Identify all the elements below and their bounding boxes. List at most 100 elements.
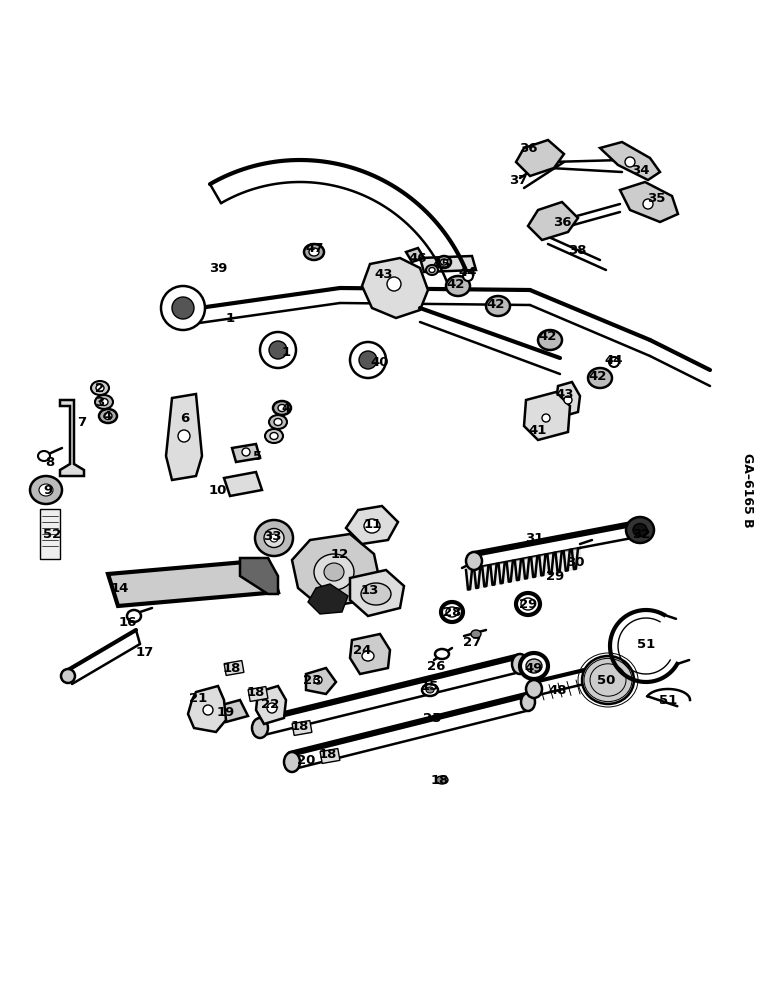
Text: 44: 44 xyxy=(459,265,477,278)
Polygon shape xyxy=(620,182,678,222)
Ellipse shape xyxy=(437,256,451,268)
Text: 42: 42 xyxy=(589,369,608,382)
Ellipse shape xyxy=(269,341,287,359)
Ellipse shape xyxy=(314,676,322,684)
Text: 1: 1 xyxy=(225,312,235,324)
Text: 4: 4 xyxy=(281,401,290,414)
Ellipse shape xyxy=(463,271,473,281)
Polygon shape xyxy=(600,142,660,180)
Ellipse shape xyxy=(426,265,438,275)
Text: 44: 44 xyxy=(604,354,623,366)
Text: 20: 20 xyxy=(296,754,315,766)
Ellipse shape xyxy=(526,659,542,673)
Text: 52: 52 xyxy=(43,528,61,540)
Text: 21: 21 xyxy=(189,692,207,704)
Ellipse shape xyxy=(269,415,287,429)
Text: 39: 39 xyxy=(208,261,227,274)
Text: 24: 24 xyxy=(353,644,371,656)
Text: 2: 2 xyxy=(96,381,104,394)
Polygon shape xyxy=(292,534,380,608)
Polygon shape xyxy=(60,400,84,476)
Text: 30: 30 xyxy=(566,556,584,568)
Ellipse shape xyxy=(274,418,282,426)
Text: 5: 5 xyxy=(253,450,262,462)
Ellipse shape xyxy=(588,368,612,388)
Text: 29: 29 xyxy=(519,597,537,610)
Text: 33: 33 xyxy=(262,530,281,542)
Ellipse shape xyxy=(91,381,109,395)
Ellipse shape xyxy=(422,684,438,696)
Polygon shape xyxy=(218,700,248,722)
Ellipse shape xyxy=(446,607,458,617)
Ellipse shape xyxy=(441,602,463,622)
Text: 49: 49 xyxy=(525,662,543,674)
Ellipse shape xyxy=(178,430,190,442)
Text: 38: 38 xyxy=(567,243,586,256)
Text: 34: 34 xyxy=(631,163,649,176)
Ellipse shape xyxy=(95,395,113,409)
Ellipse shape xyxy=(441,259,448,265)
Polygon shape xyxy=(406,248,424,262)
Text: 36: 36 xyxy=(553,216,571,229)
Polygon shape xyxy=(232,444,260,462)
Ellipse shape xyxy=(270,534,278,542)
Bar xyxy=(40,509,60,559)
Text: 43: 43 xyxy=(556,387,574,400)
Text: 18: 18 xyxy=(431,774,449,786)
Ellipse shape xyxy=(304,244,324,260)
Ellipse shape xyxy=(538,330,562,350)
Ellipse shape xyxy=(61,669,75,683)
Ellipse shape xyxy=(172,297,194,319)
Text: 14: 14 xyxy=(111,582,129,594)
Ellipse shape xyxy=(314,554,354,590)
Ellipse shape xyxy=(542,414,550,422)
Ellipse shape xyxy=(633,524,647,536)
Ellipse shape xyxy=(521,598,535,610)
Text: 31: 31 xyxy=(525,532,543,544)
Ellipse shape xyxy=(264,528,284,548)
Text: 35: 35 xyxy=(647,192,665,205)
Polygon shape xyxy=(524,392,570,440)
Ellipse shape xyxy=(516,593,540,615)
Polygon shape xyxy=(308,584,348,614)
Bar xyxy=(224,661,244,675)
Text: 18: 18 xyxy=(319,748,337,760)
Ellipse shape xyxy=(446,276,470,296)
Bar xyxy=(292,721,312,735)
Text: 3: 3 xyxy=(96,395,105,408)
Polygon shape xyxy=(556,382,580,416)
Text: 42: 42 xyxy=(487,298,505,310)
Polygon shape xyxy=(350,570,404,616)
Ellipse shape xyxy=(361,583,391,605)
Bar xyxy=(248,687,268,701)
Text: 26: 26 xyxy=(427,660,445,672)
Text: 10: 10 xyxy=(208,484,227,496)
Ellipse shape xyxy=(100,398,108,406)
Ellipse shape xyxy=(104,412,112,420)
Polygon shape xyxy=(362,258,428,318)
Ellipse shape xyxy=(242,448,250,456)
Text: 42: 42 xyxy=(539,330,557,342)
Ellipse shape xyxy=(260,332,296,368)
Text: 8: 8 xyxy=(46,456,55,468)
Ellipse shape xyxy=(278,404,286,412)
Text: 51: 51 xyxy=(637,638,655,650)
Polygon shape xyxy=(306,668,336,694)
Text: 4: 4 xyxy=(103,410,112,422)
Text: 11: 11 xyxy=(364,518,382,530)
Ellipse shape xyxy=(350,342,386,378)
Polygon shape xyxy=(240,558,278,594)
Ellipse shape xyxy=(466,552,482,570)
Polygon shape xyxy=(528,202,578,240)
Text: 6: 6 xyxy=(181,412,190,424)
Ellipse shape xyxy=(471,630,481,638)
Polygon shape xyxy=(350,634,390,674)
Text: 51: 51 xyxy=(659,694,677,706)
Ellipse shape xyxy=(526,680,542,698)
Ellipse shape xyxy=(521,693,535,711)
Text: 19: 19 xyxy=(217,706,235,718)
Text: 18: 18 xyxy=(223,662,241,674)
Text: 42: 42 xyxy=(447,277,466,290)
Text: 28: 28 xyxy=(443,605,461,618)
Text: 13: 13 xyxy=(361,584,379,596)
